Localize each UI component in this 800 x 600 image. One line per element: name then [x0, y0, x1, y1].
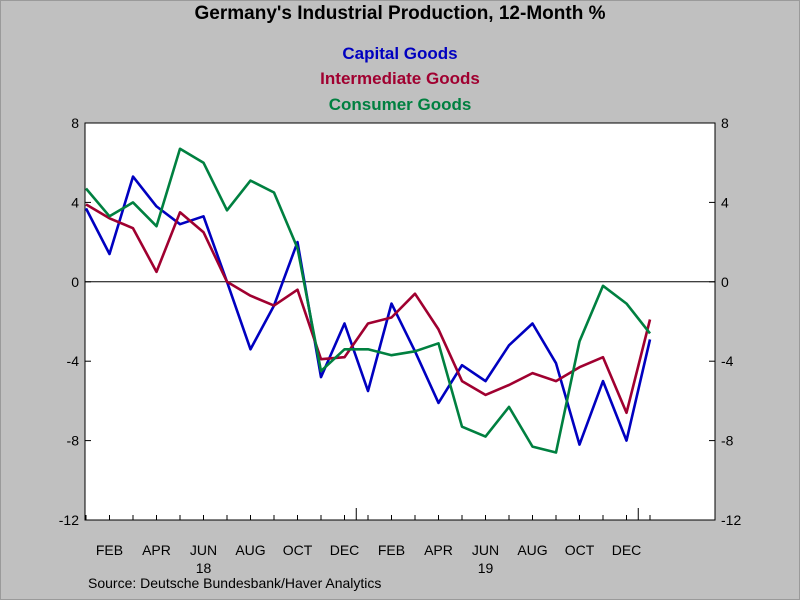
legend-consumer-goods: Consumer Goods	[328, 95, 472, 114]
x-tick-label: DEC	[612, 542, 642, 558]
y-tick-label-left: 0	[71, 274, 79, 290]
y-tick-label-right: -8	[721, 433, 734, 449]
y-tick-label-left: 4	[71, 194, 79, 210]
legend-intermediate-goods: Intermediate Goods	[320, 69, 480, 88]
y-tick-label-right: 4	[721, 194, 729, 210]
x-tick-label: FEB	[96, 542, 123, 558]
y-tick-label-right: 8	[721, 115, 729, 131]
x-tick-label: AUG	[517, 542, 547, 558]
y-tick-label-left: -4	[67, 353, 80, 369]
x-tick-label: JUN	[472, 542, 499, 558]
source-note: Source: Deutsche Bundesbank/Haver Analyt…	[88, 575, 382, 591]
x-tick-label: APR	[424, 542, 453, 558]
x-tick-label: JUN	[190, 542, 217, 558]
y-tick-label-left: -12	[59, 512, 79, 528]
x-tick-label: AUG	[235, 542, 265, 558]
x-year-label: 18	[196, 560, 212, 576]
series-line-consumer-goods	[85, 147, 652, 454]
y-tick-label-left: 8	[71, 115, 79, 131]
x-tick-label: APR	[142, 542, 171, 558]
x-tick-label: DEC	[330, 542, 360, 558]
y-tick-label-right: 0	[721, 274, 729, 290]
chart-title: Germany's Industrial Production, 12-Mont…	[194, 3, 606, 24]
y-tick-label-right: -12	[721, 512, 741, 528]
series-line-capital-goods	[84, 175, 652, 446]
x-year-label: 19	[478, 560, 494, 576]
x-tick-label: OCT	[565, 542, 595, 558]
y-tick-label-left: -8	[67, 433, 80, 449]
x-tick-label: FEB	[378, 542, 405, 558]
x-tick-label: OCT	[283, 542, 313, 558]
series-line-intermediate-goods	[85, 203, 652, 415]
legend-capital-goods: Capital Goods	[342, 44, 458, 63]
y-tick-label-right: -4	[721, 353, 734, 369]
